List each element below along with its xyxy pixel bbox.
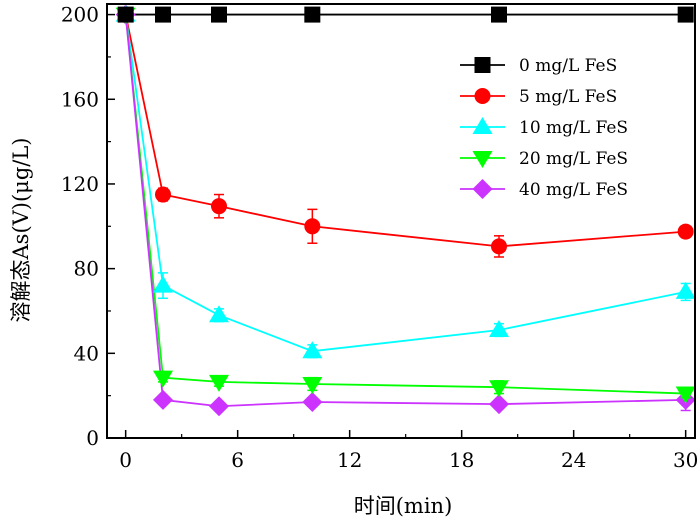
data-point	[675, 386, 696, 404]
x-tick-label: 18	[449, 448, 474, 472]
y-tick-label: 0	[86, 426, 99, 450]
data-point	[489, 394, 509, 415]
data-point	[304, 6, 321, 23]
data-point	[302, 392, 323, 413]
legend-label: 0 mg/L FeS	[519, 56, 617, 76]
data-point	[302, 341, 323, 359]
legend-marker	[474, 57, 491, 73]
legend-label: 10 mg/L FeS	[519, 118, 628, 138]
data-point	[153, 389, 173, 410]
data-point	[155, 186, 171, 203]
data-point	[153, 275, 173, 293]
plot-frame	[106, 3, 696, 439]
plot-lines	[124, 13, 686, 408]
x-tick-label: 24	[561, 448, 586, 472]
data-point	[211, 6, 227, 23]
legend: 0 mg/L FeS 5 mg/L FeS 10 mg/L FeS 20 mg/L F…	[460, 56, 628, 200]
plot-markers	[115, 4, 696, 417]
data-point	[155, 6, 171, 23]
series-line	[124, 14, 686, 248]
y-axis-title: 溶解态As(V)(μg/L)	[9, 138, 33, 323]
data-point	[489, 320, 509, 338]
x-axis-title: 时间(min)	[354, 494, 453, 518]
legend-label: 5 mg/L FeS	[519, 87, 617, 107]
data-point	[209, 374, 229, 392]
data-point	[117, 6, 134, 23]
x-tick-label: 30	[673, 448, 698, 472]
data-point	[489, 380, 509, 398]
data-point	[211, 198, 227, 215]
data-point	[209, 305, 229, 323]
y-tick-label: 160	[61, 87, 99, 111]
data-point	[491, 238, 507, 255]
data-point	[675, 281, 696, 299]
data-point	[209, 396, 229, 417]
axis-ticks	[107, 13, 687, 439]
legend-marker	[474, 88, 491, 104]
y-tick-label: 200	[61, 3, 99, 27]
legend-label: 20 mg/L FeS	[519, 149, 628, 169]
x-tick-label: 0	[119, 448, 132, 472]
x-tick-label: 12	[337, 448, 362, 472]
tick-labels: 0 6 12 18 24 30 0 40 80 120 160 200	[61, 3, 699, 472]
data-point	[677, 6, 694, 23]
y-tick-label: 40	[74, 341, 99, 365]
series-line	[124, 14, 686, 408]
x-tick-label: 6	[231, 448, 244, 472]
data-point	[304, 218, 321, 235]
legend-marker	[472, 179, 493, 199]
series-line	[124, 14, 686, 395]
series-line	[124, 14, 686, 353]
legend-marker	[472, 117, 493, 134]
legend-label: 40 mg/L FeS	[519, 180, 628, 200]
data-point	[153, 370, 173, 388]
data-point	[302, 377, 323, 395]
data-point	[677, 223, 694, 240]
y-tick-label: 80	[74, 257, 99, 281]
legend-marker	[472, 151, 493, 168]
data-point	[491, 6, 507, 23]
y-tick-label: 120	[61, 172, 99, 196]
